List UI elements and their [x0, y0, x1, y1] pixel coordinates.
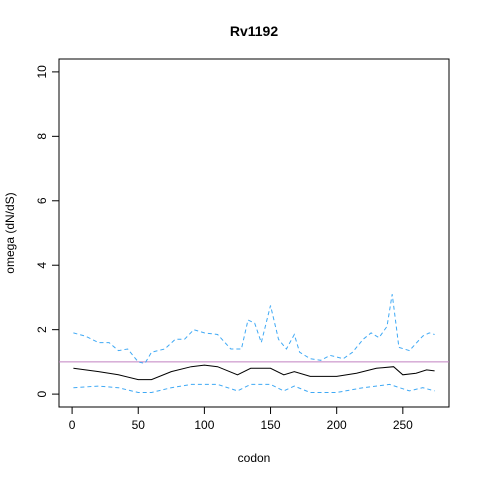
y-tick-label: 4 [35, 262, 49, 269]
x-tick-label: 50 [132, 418, 146, 432]
x-tick-label: 150 [261, 418, 281, 432]
x-tick-label: 250 [393, 418, 413, 432]
y-tick-label: 10 [35, 65, 49, 79]
series-line [73, 294, 435, 365]
x-tick-label: 100 [194, 418, 214, 432]
series-line [73, 383, 435, 393]
chart-title: Rv1192 [230, 23, 278, 39]
y-tick-label: 0 [35, 390, 49, 397]
y-tick-label: 6 [35, 197, 49, 204]
y-axis-label: omega (dN/dS) [3, 192, 17, 273]
series-line [73, 364, 435, 381]
x-tick-label: 0 [69, 418, 76, 432]
x-tick-label: 200 [327, 418, 347, 432]
y-tick-label: 2 [35, 326, 49, 333]
plot-frame [58, 58, 450, 408]
x-axis-label: codon [238, 451, 271, 465]
y-tick-label: 8 [35, 133, 49, 140]
